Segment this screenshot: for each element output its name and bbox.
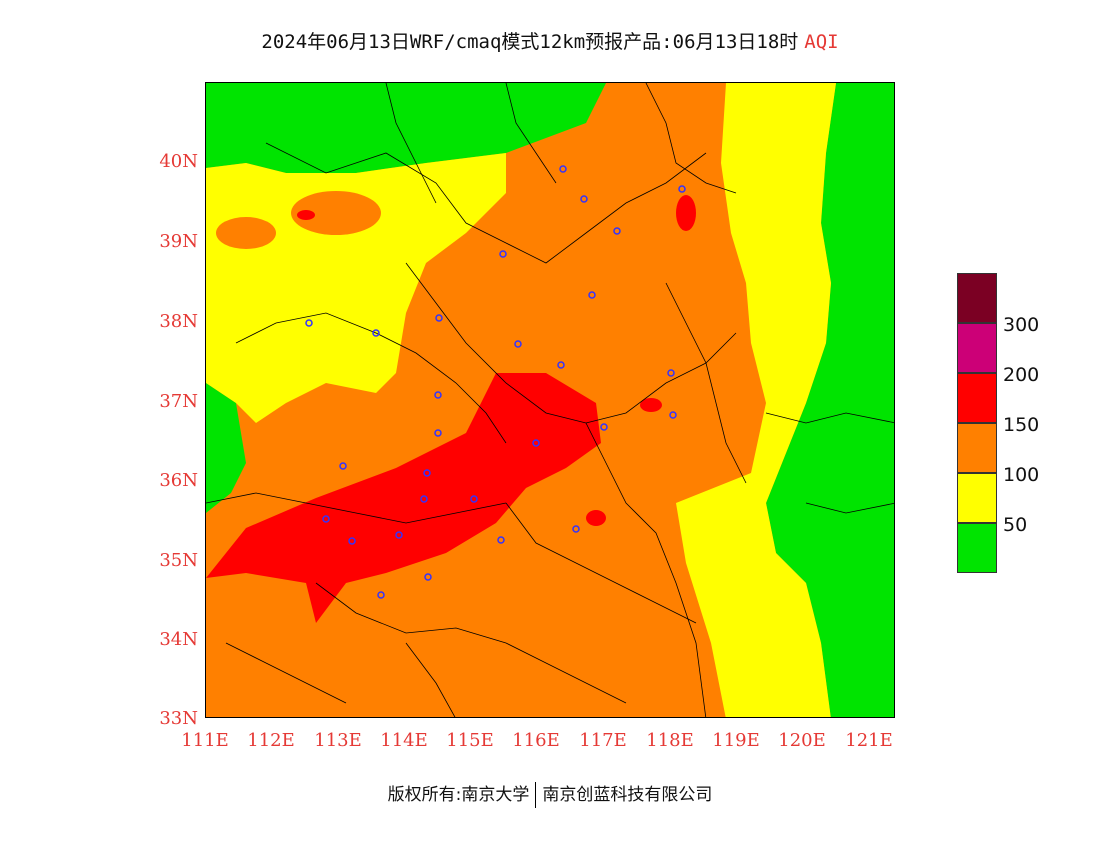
lat-label-35: 35N — [159, 550, 198, 571]
lat-label-36: 36N — [159, 470, 198, 491]
station-marker — [613, 227, 621, 235]
legend-label-100: 100 — [1003, 464, 1040, 486]
lon-label-119: 119E — [712, 730, 760, 751]
station-marker — [339, 462, 347, 470]
title-text: 2024年06月13日WRF/cmaq模式12km预报产品:06月13日18时 — [261, 31, 799, 53]
station-marker — [667, 369, 675, 377]
lat-label-33: 33N — [159, 708, 198, 729]
aqi-map — [205, 82, 895, 718]
aqi-zone-red-spot — [676, 195, 696, 231]
legend-label-300: 300 — [1003, 314, 1040, 336]
station-marker — [669, 411, 677, 419]
lat-label-40: 40N — [159, 151, 198, 172]
legend-label-200: 200 — [1003, 364, 1040, 386]
lon-label-121: 121E — [845, 730, 893, 751]
lon-label-120: 120E — [778, 730, 826, 751]
station-marker — [588, 291, 596, 299]
station-marker — [499, 250, 507, 258]
station-marker — [423, 469, 431, 477]
station-marker — [600, 423, 608, 431]
legend-label-50: 50 — [1003, 514, 1028, 536]
aqi-legend — [957, 273, 997, 575]
copyright-right: 南京创蓝科技有限公司 — [542, 785, 713, 805]
aqi-zone-red-spot — [640, 398, 662, 412]
legend-swatch-unhealthy — [957, 373, 997, 423]
legend-swatch-very-unhealthy — [957, 323, 997, 373]
lon-label-116: 116E — [512, 730, 560, 751]
legend-swatch-moderate — [957, 473, 997, 523]
lon-label-118: 118E — [646, 730, 694, 751]
aqi-contour-map — [206, 83, 894, 717]
lat-label-39: 39N — [159, 231, 198, 252]
station-marker — [305, 319, 313, 327]
aqi-zone-green-north — [206, 83, 606, 173]
aqi-zone-red-spot — [586, 510, 606, 526]
station-marker — [572, 525, 580, 533]
legend-swatch-good — [957, 523, 997, 573]
lon-label-117: 117E — [579, 730, 627, 751]
legend-swatch-hazardous — [957, 273, 997, 323]
lon-label-113: 113E — [314, 730, 362, 751]
station-marker — [395, 531, 403, 539]
station-marker — [470, 495, 478, 503]
station-marker — [678, 185, 686, 193]
copyright-left: 版权所有:南京大学 — [387, 785, 530, 805]
aqi-zone-red-spot — [297, 210, 315, 220]
station-marker — [434, 429, 442, 437]
station-marker — [322, 515, 330, 523]
station-marker — [424, 573, 432, 581]
station-marker — [559, 165, 567, 173]
aqi-zone-green-east — [766, 83, 894, 717]
aqi-zone-yellow-northwest — [206, 153, 506, 423]
station-marker — [434, 391, 442, 399]
aqi-zone-yellow-east — [676, 83, 836, 717]
legend-swatch-usg — [957, 423, 997, 473]
stations — [305, 165, 686, 599]
station-marker — [497, 536, 505, 544]
lon-label-111: 111E — [181, 730, 229, 751]
map-title: 2024年06月13日WRF/cmaq模式12km预报产品:06月13日18时 A… — [0, 27, 1100, 54]
lon-label-112: 112E — [247, 730, 295, 751]
station-marker — [514, 340, 522, 348]
station-marker — [532, 439, 540, 447]
station-marker — [557, 361, 565, 369]
aqi-zone-green-west — [206, 383, 246, 513]
lat-label-37: 37N — [159, 391, 198, 412]
station-marker — [435, 314, 443, 322]
station-marker — [580, 195, 588, 203]
title-product: AQI — [804, 31, 839, 53]
aqi-zone-red-plume — [206, 373, 601, 623]
copyright-line: 版权所有:南京大学 南京创蓝科技有限公司 — [0, 780, 1100, 808]
station-marker — [420, 495, 428, 503]
station-marker — [372, 329, 380, 337]
lat-label-38: 38N — [159, 311, 198, 332]
copyright-separator — [535, 782, 537, 808]
lon-label-115: 115E — [446, 730, 494, 751]
station-marker — [377, 591, 385, 599]
lon-label-114: 114E — [380, 730, 428, 751]
legend-label-150: 150 — [1003, 414, 1040, 436]
boundaries — [206, 83, 894, 717]
aqi-zone-orange-nw — [291, 191, 381, 235]
lat-label-34: 34N — [159, 629, 198, 650]
station-marker — [348, 537, 356, 545]
aqi-zone-orange-nw2 — [216, 217, 276, 249]
